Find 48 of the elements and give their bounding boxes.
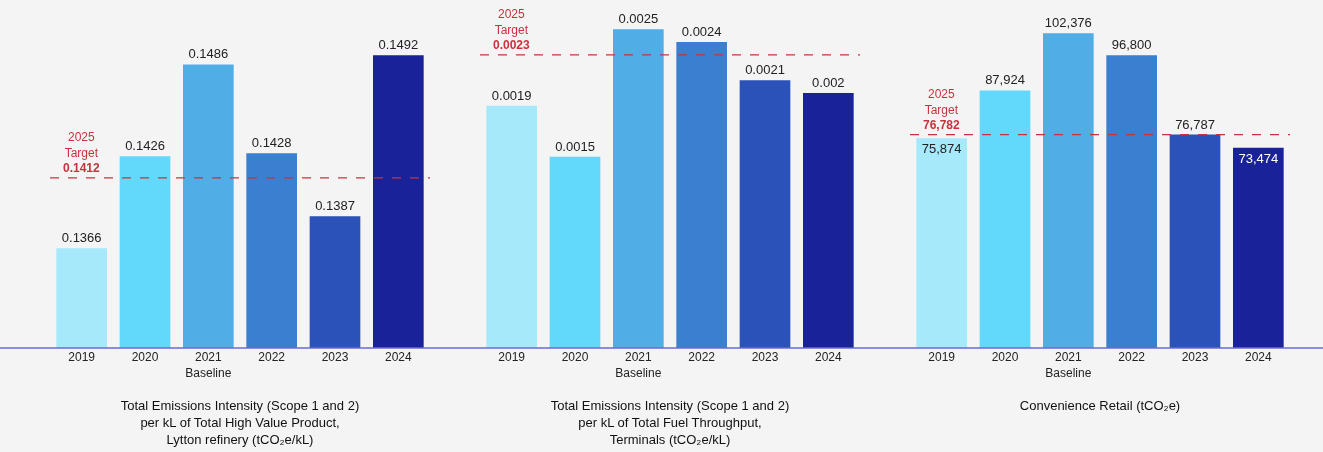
data-label: 0.0019	[491, 87, 532, 103]
data-label: 75,874	[921, 141, 962, 157]
x-tick-label: 2023	[321, 350, 349, 364]
bar	[486, 105, 537, 348]
data-label: 73,474	[1238, 150, 1279, 166]
bar	[613, 29, 664, 348]
x-tick-label: 2022	[258, 350, 286, 364]
x-tick-label: 2023	[751, 350, 779, 364]
x-tick-label: 2019	[68, 350, 96, 364]
data-label: 0.0025	[618, 11, 659, 27]
x-tick-label: 2020	[991, 350, 1019, 364]
x-tick-label: 2023	[1181, 350, 1209, 364]
bar	[739, 80, 791, 348]
x-tick-label: 2024	[384, 350, 412, 364]
data-label: 87,924	[985, 72, 1025, 88]
bar	[803, 93, 854, 348]
data-label: 0.1387	[315, 198, 355, 214]
x-tick-label: 2021 Baseline	[185, 350, 232, 380]
x-tick-label: 2024	[1244, 350, 1272, 364]
x-tick-label: 2021 Baseline	[615, 350, 662, 380]
x-axis-title: Convenience Retail (tCO₂e)	[1019, 398, 1181, 414]
bar	[549, 156, 601, 348]
data-label: 0.1492	[378, 37, 419, 53]
data-label: 0.1486	[188, 46, 229, 62]
ref-line-label: 2025 Target 0.0023	[493, 7, 531, 53]
data-label: 0.1428	[251, 135, 292, 151]
data-label: 0.0015	[555, 138, 595, 154]
bar	[676, 42, 727, 348]
x-axis-title: Total Emissions Intensity (Scope 1 and 2) per kL of Total High Value Product, Lytton refinery (tCO₂e/kL)	[120, 398, 360, 447]
data-label: 0.002	[812, 75, 845, 91]
x-tick-label: 2024	[814, 350, 842, 364]
ref-line-label: 2025 Target 0.1412	[63, 130, 101, 176]
x-tick-label: 2021 Baseline	[1045, 350, 1092, 380]
x-tick-label: 2020	[561, 350, 589, 364]
data-label: 0.1426	[125, 138, 165, 154]
x-tick-label: 2019	[498, 350, 526, 364]
data-label: 0.0021	[745, 62, 785, 78]
x-tick-label: 2022	[1118, 350, 1146, 364]
x-tick-label: 2022	[688, 350, 716, 364]
ref-line-label: 2025 Target 76,782	[923, 87, 961, 133]
data-label: 96,800	[1111, 37, 1152, 53]
x-axis-title: Total Emissions Intensity (Scope 1 and 2) per kL of Total Fuel Throughput, Terminals (tCO₂e/kL)	[550, 398, 790, 447]
data-label: 76,787	[1175, 116, 1215, 132]
x-tick-label: 2020	[131, 350, 159, 364]
data-label: 102,376	[1044, 15, 1092, 31]
x-tick-label: 2019	[928, 350, 956, 364]
data-label: 0.0024	[681, 24, 722, 40]
data-label: 0.1366	[61, 230, 102, 246]
